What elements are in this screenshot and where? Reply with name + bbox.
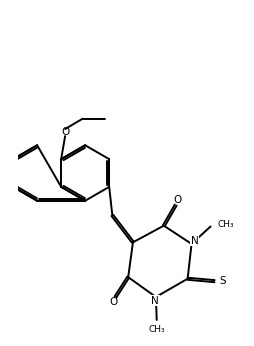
- Text: N: N: [191, 236, 199, 246]
- Text: S: S: [219, 276, 226, 286]
- Text: CH₃: CH₃: [148, 325, 165, 334]
- Text: O: O: [62, 127, 70, 137]
- Text: O: O: [110, 297, 118, 307]
- Text: O: O: [173, 195, 181, 205]
- Text: N: N: [151, 296, 159, 306]
- Text: CH₃: CH₃: [218, 220, 234, 229]
